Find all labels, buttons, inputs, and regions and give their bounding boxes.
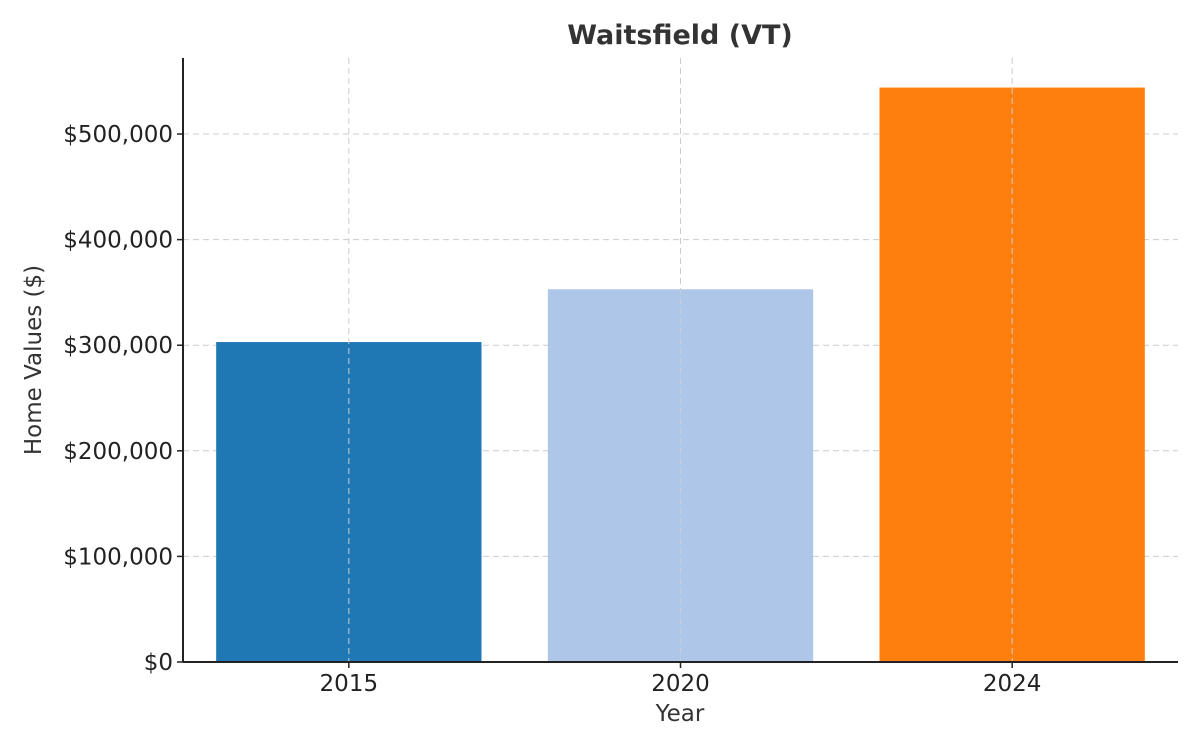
bar-2020 — [547, 289, 814, 662]
x-tick-label: 2024 — [983, 671, 1042, 697]
y-tick-layer: $0 $100,000 $200,000 $300,000 $400,000 $500,0… — [63, 122, 183, 676]
y-tick-label: $300,000 — [63, 333, 173, 359]
chart-title: Waitsfield (VT) — [567, 20, 793, 51]
y-tick-label: $0 — [144, 650, 173, 676]
x-tick-label: 2015 — [320, 671, 379, 697]
y-tick-label: $400,000 — [63, 228, 173, 254]
y-tick-label: $100,000 — [63, 544, 173, 570]
x-tick-layer: 2015 2020 2024 — [320, 662, 1042, 697]
y-tick-label: $500,000 — [63, 122, 173, 148]
x-axis-label: Year — [655, 701, 705, 727]
y-tick-label: $200,000 — [63, 439, 173, 465]
y-axis-label: Home Values ($) — [21, 265, 47, 455]
vertical-grid-layer — [348, 58, 1013, 662]
x-tick-label: 2020 — [651, 671, 710, 697]
